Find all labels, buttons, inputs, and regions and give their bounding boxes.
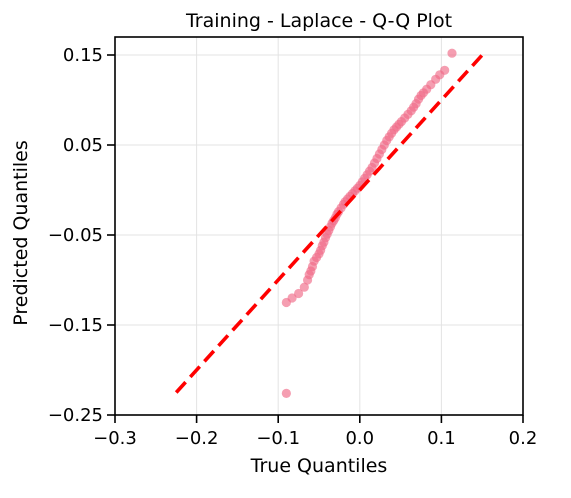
x-tick-label: 0.1: [427, 428, 456, 449]
data-point: [287, 293, 297, 303]
y-axis-ticks: −0.25 −0.15 −0.05 0.05 0.15: [48, 45, 115, 426]
points-group: [281, 48, 457, 398]
x-axis-label: True Quantiles: [250, 455, 388, 477]
x-tick-label: 0.0: [345, 428, 374, 449]
x-tick-label: −0.1: [256, 428, 300, 449]
y-tick-label: −0.25: [48, 405, 103, 426]
x-axis-ticks: −0.3 −0.2 −0.1 0.0 0.1 0.2: [93, 415, 537, 449]
x-tick-label: −0.3: [93, 428, 137, 449]
reference-line-group: [174, 53, 484, 394]
y-tick-label: 0.05: [63, 135, 103, 156]
y-axis-label: Predicted Quantiles: [10, 140, 32, 326]
plot-area-frame: [114, 36, 524, 416]
x-tick-label: 0.2: [509, 428, 538, 449]
data-point: [294, 288, 304, 299]
reference-line: [174, 53, 484, 394]
data-point: [447, 48, 457, 58]
y-tick-label: 0.15: [63, 45, 103, 66]
y-tick-label: −0.15: [48, 315, 103, 336]
data-point: [440, 65, 450, 75]
data-point: [299, 282, 309, 292]
grid: [114, 37, 524, 416]
y-tick-label: −0.05: [48, 225, 103, 246]
x-tick-label: −0.2: [175, 428, 219, 449]
data-point: [281, 388, 291, 398]
chart-title: Training - Laplace - Q-Q Plot: [185, 10, 452, 32]
